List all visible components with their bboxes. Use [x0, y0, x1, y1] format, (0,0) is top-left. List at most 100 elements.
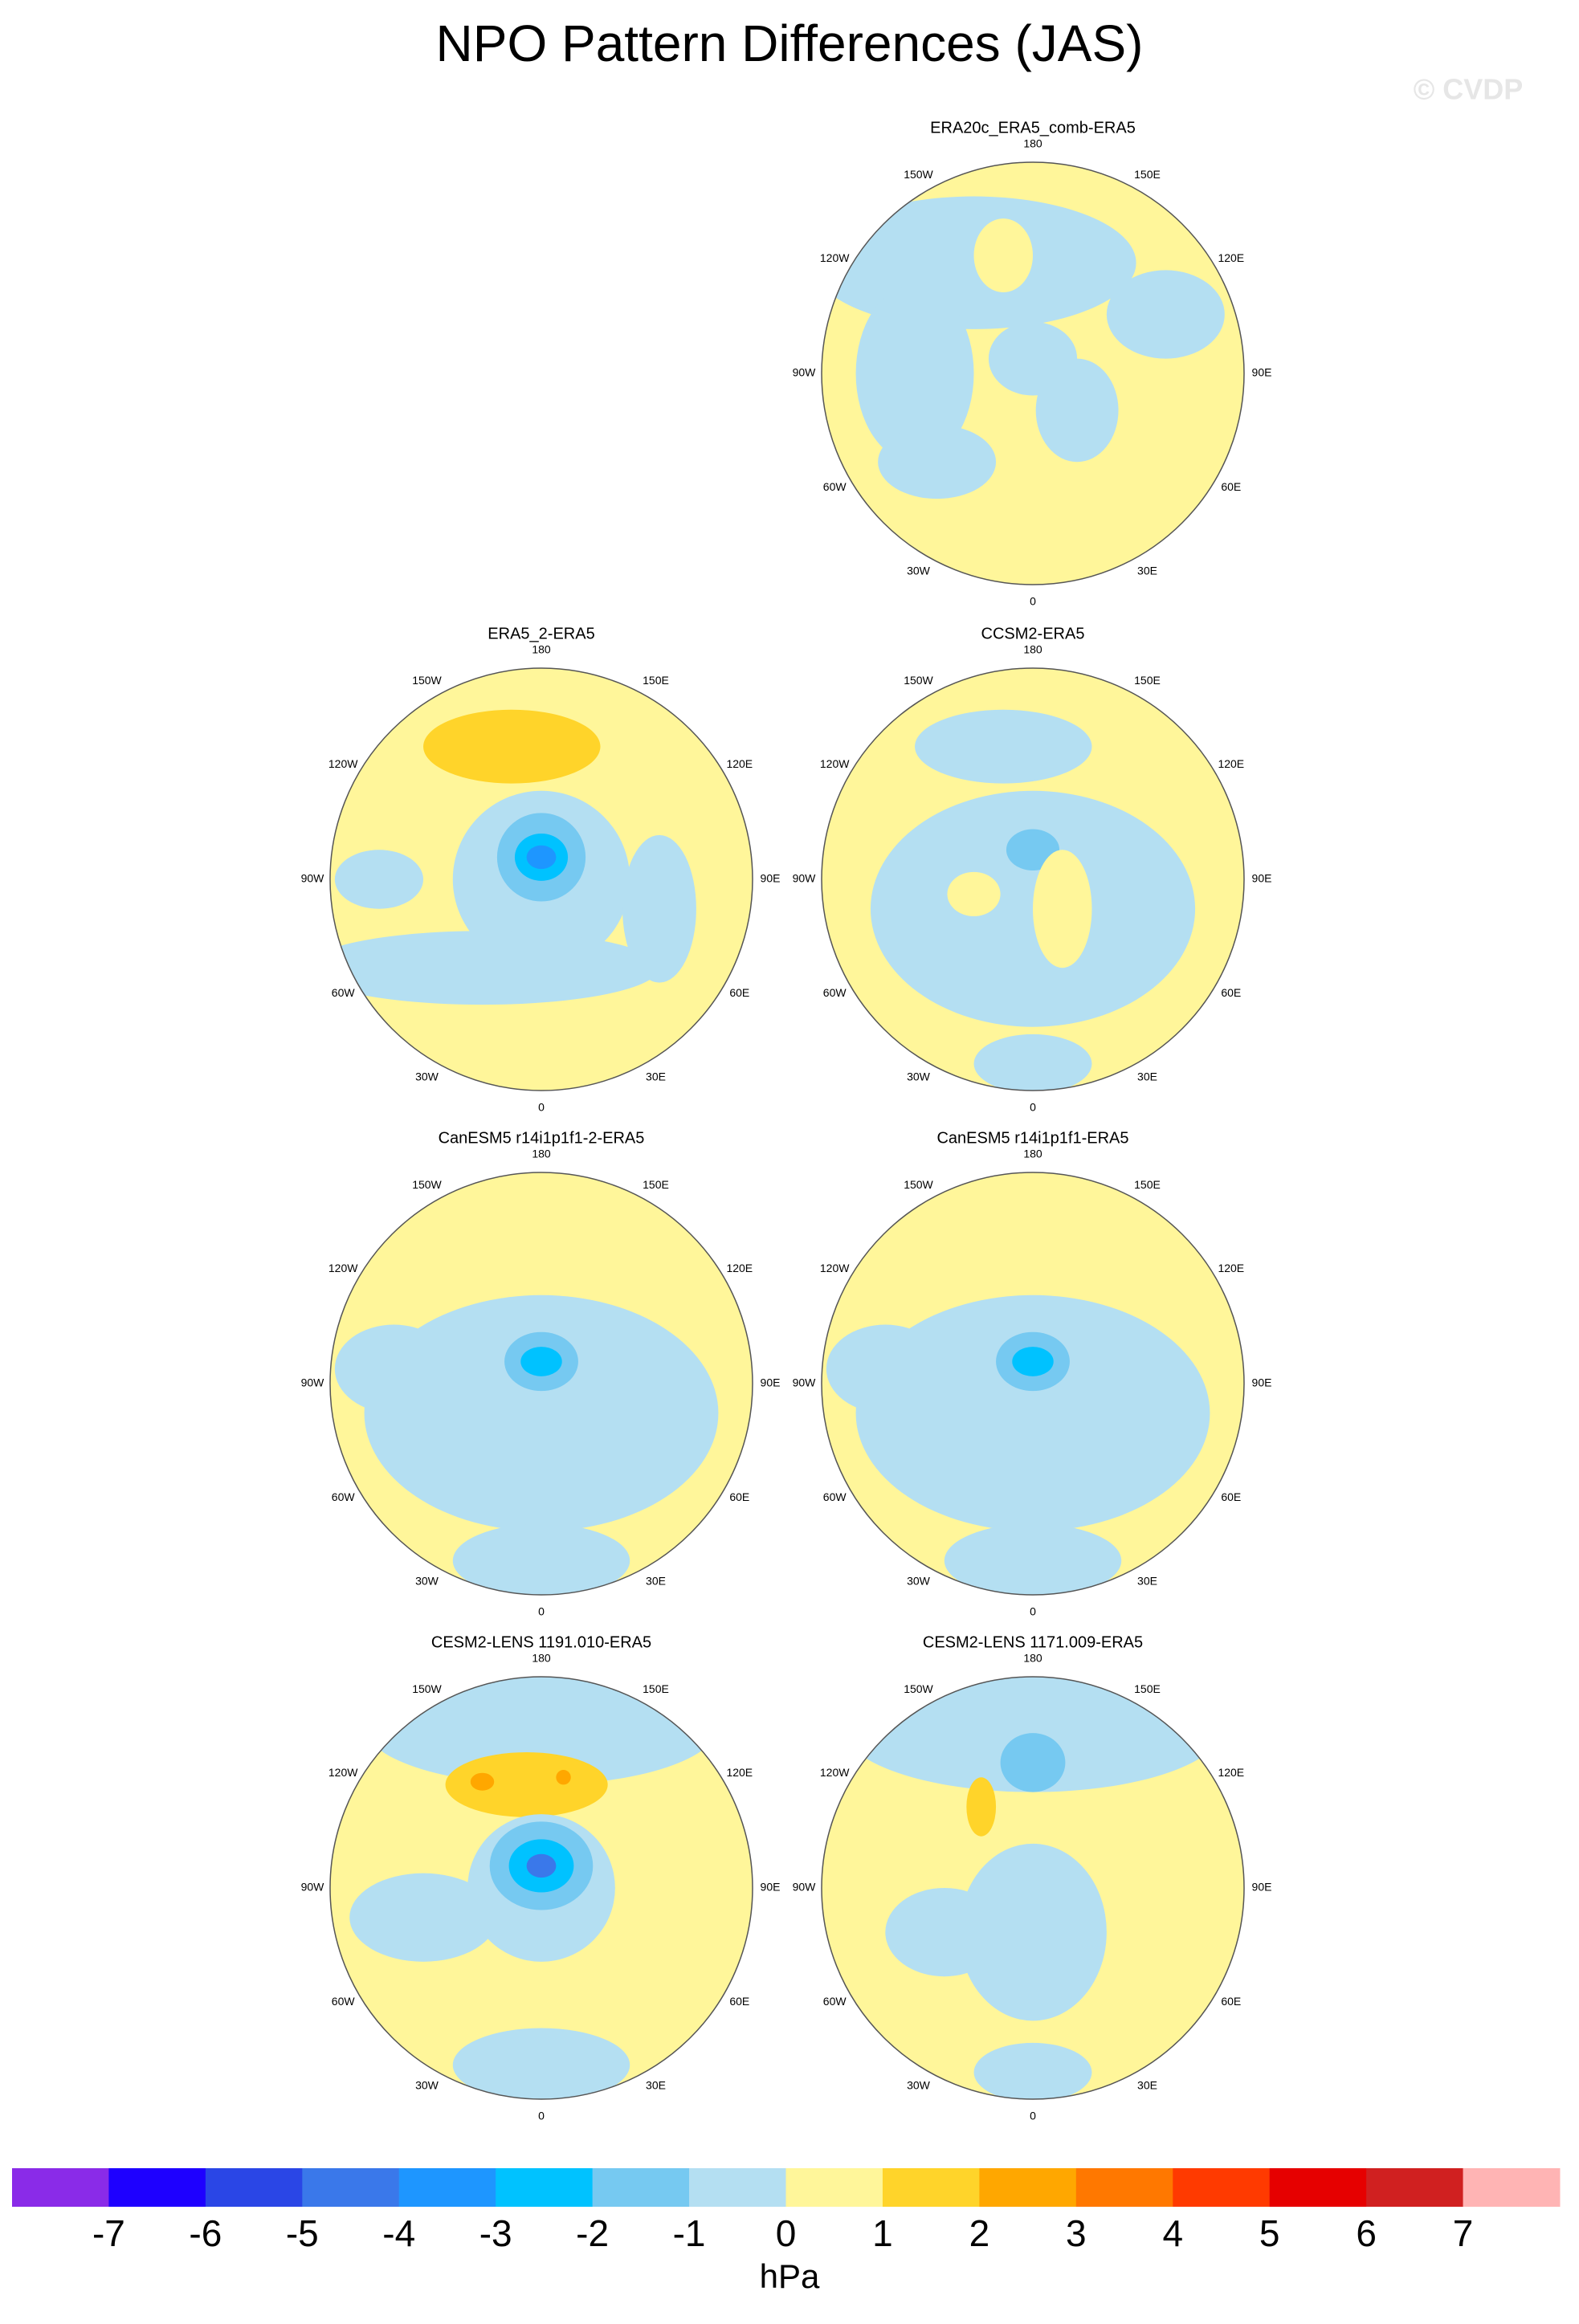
anomaly-contour [822, 196, 1136, 329]
longitude-label: 120E [726, 1766, 753, 1779]
longitude-label: 180 [532, 643, 551, 656]
colorbar-box [108, 2168, 206, 2207]
watermark: © CVDP [1414, 73, 1524, 106]
map-border [821, 161, 1245, 585]
map-border [821, 667, 1245, 1091]
map-border [821, 1172, 1245, 1596]
longitude-label: 90W [301, 1376, 325, 1389]
anomaly-contour [1000, 1733, 1066, 1792]
longitude-label: 120W [820, 1766, 850, 1779]
colorbar-label: -1 [673, 2212, 706, 2254]
colorbar-box [592, 2168, 690, 2207]
longitude-label: 0 [538, 1101, 545, 1114]
longitude-label: 0 [1030, 2110, 1036, 2122]
panel-title: CanESM5 r14i1p1f1-2-ERA5 [439, 1129, 645, 1147]
anomaly-contour [973, 2042, 1092, 2099]
figure-title: NPO Pattern Differences (JAS) [436, 14, 1144, 72]
anomaly-field [870, 709, 1196, 1091]
longitude-label: 90E [1252, 1881, 1272, 1894]
longitude-label: 0 [1030, 595, 1036, 608]
longitude-label: 90W [793, 366, 817, 379]
longitude-label: 60W [823, 480, 847, 493]
colorbar-box [1463, 2168, 1561, 2207]
longitude-label: 150W [904, 1178, 933, 1191]
anomaly-contour [334, 1324, 453, 1413]
longitude-label: 120E [1218, 1262, 1244, 1274]
colorbar-box [1269, 2168, 1367, 2207]
anomaly-contour [556, 1770, 571, 1785]
longitude-label: 30W [415, 1575, 439, 1588]
longitude-label: 60W [332, 1490, 356, 1503]
anomaly-contour [445, 1751, 608, 1817]
longitude-label: 150E [643, 674, 669, 687]
anomaly-contour [1033, 850, 1092, 968]
anomaly-contour [885, 1888, 1004, 1977]
anomaly-contour [878, 425, 997, 499]
longitude-label: 60W [332, 986, 356, 999]
longitude-label: 120W [820, 757, 850, 770]
longitude-label: 120E [1218, 251, 1244, 264]
anomaly-field [334, 1295, 719, 1595]
anomaly-contour [330, 931, 659, 1005]
longitude-label: 60E [729, 1490, 749, 1503]
colorbar-label: -4 [382, 2212, 415, 2254]
anomaly-field [826, 1295, 1210, 1595]
longitude-label: 30W [907, 1070, 931, 1083]
longitude-label: 150W [904, 1682, 933, 1695]
longitude-label: 60E [1221, 1995, 1241, 2008]
longitude-label: 30W [415, 2079, 439, 2092]
anomaly-contour [364, 1295, 719, 1531]
longitude-label: 30E [646, 2079, 666, 2092]
anomaly-contour [966, 1777, 997, 1837]
longitude-label: 0 [538, 1605, 545, 1618]
anomaly-contour [973, 1034, 1092, 1091]
longitude-label: 120W [820, 1262, 850, 1274]
anomaly-contour [915, 709, 1092, 784]
longitude-label: 150W [904, 674, 933, 687]
colorbar-box [689, 2168, 786, 2207]
longitude-label: 120W [820, 251, 850, 264]
anomaly-contour [349, 1873, 497, 1962]
longitude-label: 0 [538, 2110, 545, 2122]
longitude-label: 60W [823, 1490, 847, 1503]
longitude-label: 180 [532, 1652, 551, 1665]
panel-title: ERA20c_ERA5_comb-ERA5 [930, 119, 1136, 137]
longitude-label: 60W [823, 986, 847, 999]
anomaly-contour [622, 834, 696, 983]
anomaly-contour [855, 1295, 1210, 1531]
colorbar-box [979, 2168, 1077, 2207]
anomaly-contour [423, 709, 601, 784]
longitude-label: 60E [1221, 986, 1241, 999]
colorbar-label: -2 [576, 2212, 609, 2254]
longitude-label: 150E [643, 1682, 669, 1695]
longitude-label: 90W [793, 1881, 817, 1894]
longitude-label: 30W [907, 565, 931, 577]
anomaly-contour [452, 1523, 630, 1595]
panel-title: CESM2-LENS 1171.009-ERA5 [923, 1633, 1143, 1651]
longitude-label: 60E [1221, 1490, 1241, 1503]
longitude-label: 180 [1023, 643, 1042, 656]
colorbar-box [398, 2168, 496, 2207]
longitude-label: 60E [729, 1995, 749, 2008]
anomaly-contour [520, 1347, 562, 1376]
map-border [821, 1676, 1245, 2100]
anomaly-contour [470, 1772, 495, 1791]
longitude-label: 180 [1023, 1148, 1042, 1160]
longitude-label: 60E [1221, 480, 1241, 493]
longitude-label: 30E [1137, 565, 1157, 577]
panel-title: CCSM2-ERA5 [981, 625, 1085, 642]
panel-title: CESM2-LENS 1191.010-ERA5 [431, 1633, 651, 1651]
map-border [329, 667, 753, 1091]
longitude-label: 120E [726, 1262, 753, 1274]
anomaly-contour [855, 284, 974, 463]
anomaly-contour [526, 1853, 557, 1878]
longitude-label: 120E [1218, 1766, 1244, 1779]
longitude-label: 30W [907, 2079, 931, 2092]
anomaly-contour [526, 845, 557, 870]
longitude-label: 150W [412, 674, 442, 687]
colorbar-label: 0 [776, 2212, 797, 2254]
